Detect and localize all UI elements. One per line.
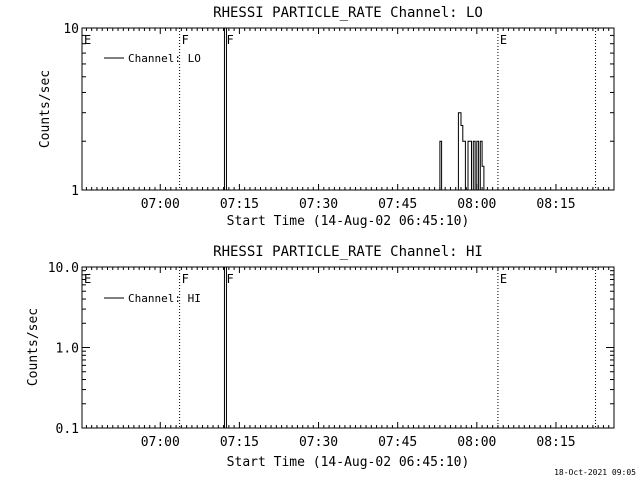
x-tick-label: 07:30 [299, 197, 338, 212]
legend-entry: Channel: HI [128, 292, 201, 305]
x-tick-label: 07:45 [378, 435, 417, 450]
y-tick-label: 1 [71, 184, 79, 199]
x-tick-label: 07:45 [378, 197, 417, 212]
event-marker-label: F [182, 33, 189, 47]
event-marker-label: F [182, 272, 189, 286]
x-tick-label: 07:00 [141, 197, 180, 212]
x-tick-label: 07:00 [141, 435, 180, 450]
legend-entry: Channel: LO [128, 52, 201, 65]
y-tick-label: 0.1 [56, 422, 79, 437]
chart-title: RHESSI PARTICLE_RATE Channel: HI [213, 244, 483, 260]
event-marker-label: E [84, 33, 91, 47]
chart-title: RHESSI PARTICLE_RATE Channel: LO [213, 5, 483, 21]
footer-timestamp: 18-Oct-2021 09:05 [554, 468, 636, 477]
x-tick-label: 07:30 [299, 435, 338, 450]
y-tick-label: 10 [63, 22, 79, 37]
x-tick-label: 07:15 [220, 435, 259, 450]
x-tick-label: 08:00 [457, 435, 496, 450]
x-tick-label: 08:15 [536, 197, 575, 212]
x-tick-label: 08:15 [536, 435, 575, 450]
y-tick-label: 1.0 [56, 342, 79, 357]
event-marker-label: E [500, 272, 507, 286]
series-line [439, 112, 485, 191]
event-marker-label: F [226, 272, 233, 286]
chart-lo: RHESSI PARTICLE_RATE Channel: LO 07:00 07… [38, 5, 615, 229]
x-axis-label: Start Time (14-Aug-02 06:45:10) [227, 455, 470, 470]
event-marker-label: F [226, 33, 233, 47]
event-marker-label: E [84, 272, 91, 286]
y-tick-label: 10.0 [48, 261, 79, 276]
y-axis-label: Counts/sec [26, 308, 41, 386]
x-axis-label: Start Time (14-Aug-02 06:45:10) [227, 214, 470, 229]
y-axis-label: Counts/sec [38, 70, 53, 148]
chart-hi: RHESSI PARTICLE_RATE Channel: HI 07:00 07… [26, 244, 615, 470]
event-marker-label: E [500, 33, 507, 47]
x-tick-label: 08:00 [457, 197, 496, 212]
x-tick-label: 07:15 [220, 197, 259, 212]
